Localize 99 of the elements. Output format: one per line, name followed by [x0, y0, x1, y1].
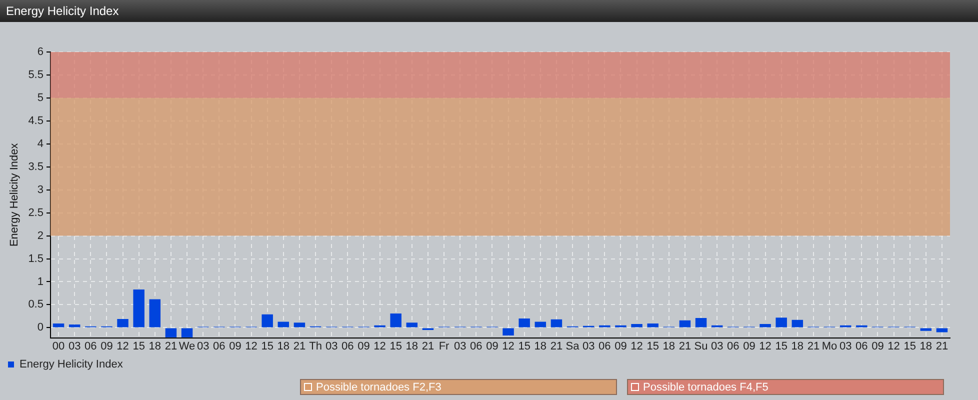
y-tick-label: 5.5 [28, 69, 44, 82]
bar [631, 324, 642, 328]
x-tick-label: 03 [582, 340, 595, 352]
x-tick-label: 12 [116, 340, 129, 352]
x-tick-label: 18 [920, 340, 932, 352]
bar [390, 313, 402, 328]
x-tick-label: 18 [148, 340, 162, 352]
x-tick-label: 03 [454, 340, 466, 352]
y-tick-label: 1 [37, 276, 44, 288]
x-tick-label: 21 [164, 340, 178, 352]
x-tick-label: 09 [229, 340, 242, 352]
bar [518, 318, 530, 328]
x-tick-label: 09 [614, 340, 627, 352]
x-tick-label: 21 [936, 340, 948, 352]
x-tick-label: 15 [646, 340, 659, 352]
bar [133, 290, 144, 328]
x-tick-label: 12 [630, 340, 643, 352]
x-tick-label: 12 [374, 340, 386, 352]
bar [550, 319, 562, 328]
x-tick-label: 12 [759, 340, 772, 352]
bar [502, 328, 514, 336]
x-tick-label: 18 [534, 340, 547, 352]
bar [117, 318, 128, 328]
x-tick-label: 00 [52, 340, 65, 352]
x-tick-label: Sa [566, 340, 580, 352]
x-tick-label: 09 [872, 340, 884, 352]
x-tick-label: Su [694, 340, 708, 352]
x-tick-label: 12 [502, 340, 514, 352]
x-tick-label: 18 [277, 340, 290, 352]
x-tick-label: 15 [904, 340, 916, 352]
x-tick-label: 21 [422, 340, 434, 352]
x-tick-label: 15 [390, 340, 402, 352]
x-tick-label: 09 [486, 340, 498, 352]
x-tick-label: 15 [518, 340, 530, 352]
bar [936, 328, 948, 332]
bar [695, 318, 707, 328]
chart-title: Energy Helicity Index [0, 0, 978, 22]
bar [534, 322, 546, 328]
y-tick-label: 2.5 [28, 206, 44, 219]
x-tick-label: 09 [358, 340, 370, 352]
bar [760, 324, 771, 328]
x-tick-label: 03 [68, 340, 81, 352]
x-tick-label: 21 [807, 340, 820, 352]
x-tick-label: 06 [598, 340, 611, 352]
y-tick-label: 3 [37, 184, 44, 196]
x-tick-label: 06 [470, 340, 482, 352]
x-tick-label: 15 [132, 340, 145, 352]
x-tick-label: 18 [406, 340, 418, 352]
bar [647, 324, 658, 328]
x-tick-label: 09 [743, 340, 756, 352]
x-tick-label: 18 [791, 340, 804, 352]
y-tick-label: 4.5 [28, 114, 44, 127]
bar [406, 322, 418, 328]
bar [776, 318, 787, 328]
bar [920, 328, 932, 331]
x-tick-label: 18 [662, 340, 676, 352]
x-tick-label: 03 [325, 340, 338, 352]
y-tick-label: 6 [37, 46, 44, 58]
x-tick-label: Th [309, 340, 322, 352]
y-tick-label: 2 [37, 230, 44, 242]
x-tick-label: Mo [822, 340, 838, 352]
bar [149, 299, 161, 328]
bar [68, 324, 80, 328]
x-tick-label: 12 [888, 340, 900, 352]
bar [181, 328, 193, 338]
legend-label: Possible tornadoes F4,F5 [643, 382, 768, 394]
y-tick-label: 5 [37, 92, 44, 104]
y-tick-label: 3.5 [28, 160, 44, 173]
x-tick-label: 03 [710, 340, 724, 352]
bar [262, 314, 273, 328]
x-tick-label: 06 [856, 340, 868, 352]
bar [792, 320, 804, 328]
x-tick-label: 21 [550, 340, 563, 352]
bar [165, 328, 177, 338]
x-tick-label: 03 [196, 340, 210, 352]
legend-label: Energy Helicity Index [20, 358, 124, 371]
x-tick-label: 15 [261, 340, 274, 352]
bar [52, 324, 64, 328]
x-tick-label: 21 [678, 340, 692, 352]
y-tick-label: 1.5 [28, 252, 44, 265]
x-tick-label: Fr [438, 340, 450, 352]
x-tick-label: 15 [775, 340, 788, 352]
y-tick-label: 4 [37, 138, 44, 150]
x-tick-label: 09 [100, 340, 113, 352]
x-tick-label: 06 [213, 340, 226, 352]
legend-label: Possible tornadoes F2,F3 [316, 382, 442, 394]
y-tick-label: 0.5 [28, 298, 44, 311]
bar [679, 320, 691, 328]
x-tick-label: 12 [245, 340, 258, 352]
x-tick-label: 06 [84, 340, 97, 352]
x-tick-label: 03 [839, 340, 852, 352]
bar [278, 322, 290, 328]
bar [294, 322, 306, 328]
x-tick-label: 06 [342, 340, 354, 352]
y-tick-label: 0 [37, 322, 44, 334]
x-tick-label: 06 [727, 340, 740, 352]
x-tick-label: We [178, 340, 196, 352]
x-tick-label: 21 [293, 340, 306, 352]
y-axis-title: Energy Helicity Index [8, 142, 21, 247]
